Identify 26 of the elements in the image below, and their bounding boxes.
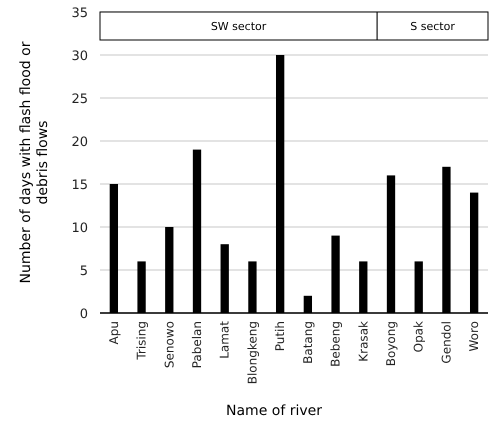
x-axis-title: Name of river — [226, 403, 322, 419]
y-tick-label: 5 — [80, 264, 88, 279]
x-tick-label: Lamat — [218, 320, 232, 359]
x-tick-label: Gendol — [439, 321, 454, 364]
x-tick-label: Woro — [467, 321, 482, 352]
y-tick-label: 25 — [71, 92, 88, 107]
x-tick-label: Boyong — [384, 321, 398, 366]
y-tick-label: 20 — [71, 135, 88, 150]
x-tick-label: Krasak — [356, 320, 370, 362]
x-tick-label: Batang — [300, 321, 315, 364]
y-tick-label: 10 — [71, 221, 88, 236]
x-tick-label: Putih — [273, 321, 288, 352]
x-tick-label: Apu — [106, 321, 121, 344]
x-tick-label: Pabelan — [190, 321, 204, 368]
band-label: S sector — [410, 20, 456, 33]
y-tick-label: 0 — [80, 307, 88, 322]
x-tick-label: Opak — [412, 320, 426, 352]
x-tick-label: Senowo — [162, 321, 176, 368]
x-tick-label: Blongkeng — [245, 321, 260, 384]
band-label: SW sector — [210, 20, 267, 33]
y-axis-title: Number of days with flash flood or debris flows — [18, 41, 51, 284]
y-tick-label: 35 — [71, 6, 88, 21]
x-tick-label: Trising — [134, 321, 149, 361]
y-tick-label: 15 — [71, 178, 88, 193]
y-tick-label: 30 — [71, 49, 88, 64]
x-tick-label: Bebeng — [328, 321, 343, 367]
